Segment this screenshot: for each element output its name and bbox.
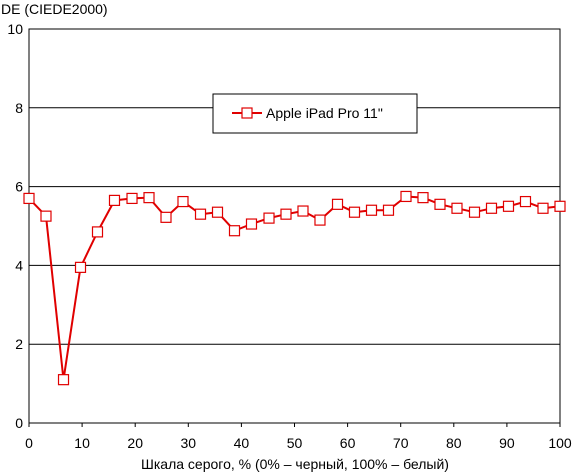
y-tick-label: 10 — [7, 21, 23, 37]
data-point-marker — [400, 190, 412, 203]
data-point-marker — [194, 208, 207, 220]
x-tick-label: 10 — [74, 435, 90, 451]
x-tick-label: 60 — [340, 435, 356, 451]
x-tick-label: 80 — [446, 435, 462, 451]
data-point-marker — [331, 198, 344, 210]
data-point-marker — [126, 192, 138, 205]
y-tick-label: 8 — [15, 100, 23, 116]
x-tick-label: 30 — [181, 435, 197, 451]
data-point-marker — [143, 192, 155, 204]
x-tick-label: 70 — [393, 435, 409, 451]
data-point-marker — [23, 192, 35, 205]
data-point-marker — [537, 202, 549, 214]
x-axis-ticks: 0 10 20 30 40 50 60 70 80 90 100 — [25, 423, 572, 451]
x-tick-label: 100 — [548, 435, 572, 451]
data-point-marker — [177, 195, 189, 208]
y-axis-title: DE (CIEDE2000) — [1, 1, 108, 17]
x-axis-title: Шкала серого, % (0% – черный, 100% – бел… — [141, 456, 449, 472]
x-tick-label: 90 — [499, 435, 515, 451]
legend-label: Apple iPad Pro 11" — [266, 105, 383, 121]
data-point-marker — [245, 218, 258, 230]
data-point-marker — [228, 225, 241, 237]
data-point-marker — [211, 206, 224, 218]
data-point-marker — [434, 198, 446, 210]
data-point-marker — [314, 214, 326, 226]
x-tick-label: 0 — [25, 435, 33, 451]
plot-area — [28, 28, 561, 424]
x-tick-label: 20 — [127, 435, 143, 451]
data-point-marker — [485, 202, 498, 214]
data-point-marker — [365, 204, 378, 216]
data-point-marker — [91, 226, 104, 238]
data-point-marker — [519, 195, 532, 208]
x-tick-label: 50 — [287, 435, 303, 451]
data-point-marker — [108, 194, 121, 206]
data-point-marker — [263, 212, 275, 224]
data-point-marker — [382, 204, 395, 216]
series-layer — [23, 190, 566, 386]
data-point-marker — [468, 206, 481, 218]
data-point-marker — [297, 205, 309, 217]
y-axis-ticks: 0 2 4 6 8 10 — [7, 21, 23, 431]
data-point-marker — [40, 210, 52, 222]
y-tick-label: 6 — [15, 179, 23, 195]
x-tick-label: 40 — [234, 435, 250, 451]
y-tick-label: 4 — [15, 257, 23, 273]
data-point-marker — [451, 202, 463, 214]
data-point-marker — [502, 200, 515, 212]
y-tick-label: 2 — [15, 336, 23, 352]
legend-marker — [241, 107, 253, 119]
y-tick-label: 0 — [15, 415, 23, 431]
data-point-marker — [160, 211, 172, 223]
data-point-marker — [57, 374, 70, 386]
data-point-marker — [417, 192, 429, 204]
data-point-marker — [554, 200, 566, 212]
data-point-marker — [280, 208, 292, 220]
data-point-marker — [348, 206, 361, 218]
data-point-marker — [74, 261, 87, 273]
legend: Apple iPad Pro 11" — [212, 93, 418, 134]
